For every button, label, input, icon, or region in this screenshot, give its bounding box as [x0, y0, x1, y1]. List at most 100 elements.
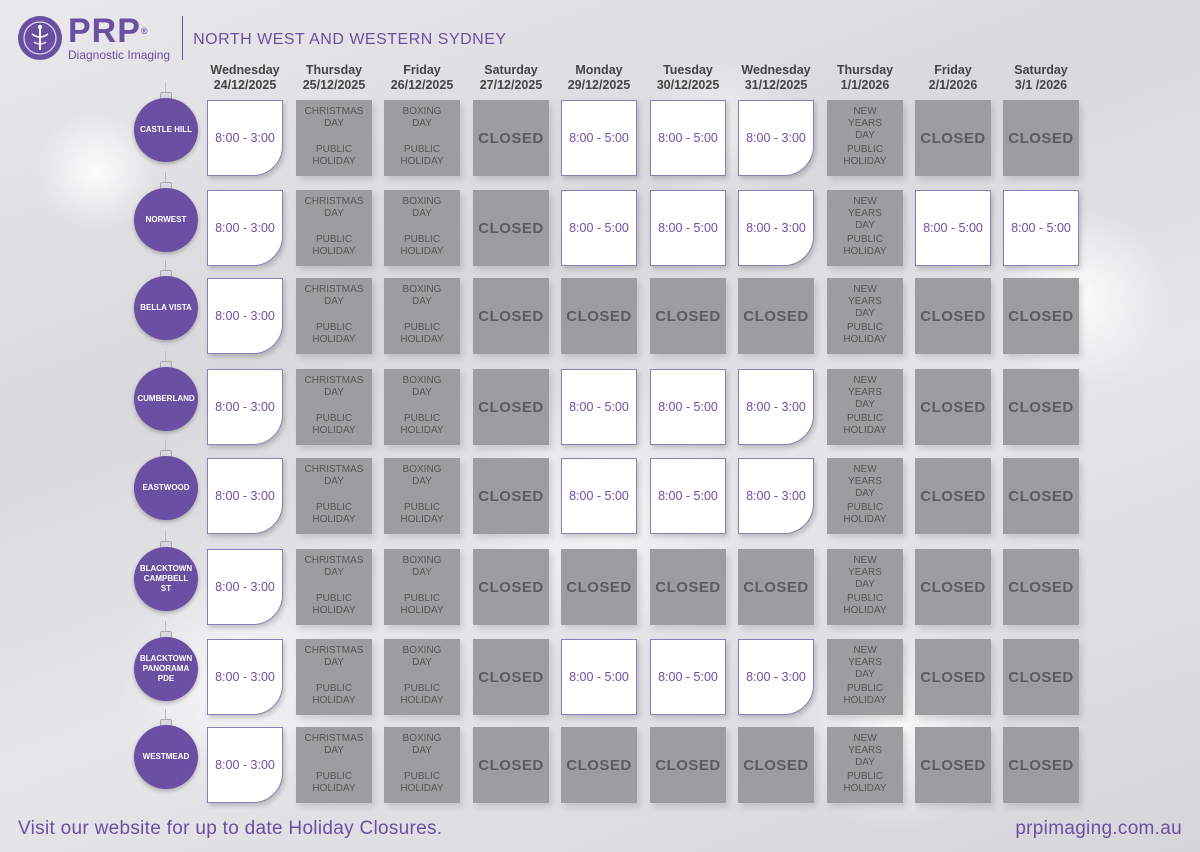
open-hours-cell: 8:00 - 3:00: [207, 278, 283, 354]
closed-cell: CLOSED: [738, 278, 814, 354]
holiday-cell: NEW YEARS DAY PUBLIC HOLIDAY: [827, 190, 903, 266]
day-name: Saturday: [1014, 63, 1068, 77]
holiday-type: PUBLIC HOLIDAY: [843, 683, 887, 706]
day-header: Tuesday 30/12/2025: [648, 63, 728, 93]
open-hours-cell: 8:00 - 3:00: [207, 727, 283, 803]
bauble-string: [165, 440, 166, 452]
holiday-name: CHRISTMAS DAY: [304, 645, 364, 668]
closed-cell: CLOSED: [650, 549, 726, 625]
holiday-type: PUBLIC HOLIDAY: [400, 502, 444, 525]
closed-cell: CLOSED: [473, 278, 549, 354]
holiday-cell: CHRISTMAS DAY PUBLIC HOLIDAY: [296, 100, 372, 176]
holiday-name: NEW YEARS DAY: [848, 555, 882, 590]
footer-note: Visit our website for up to date Holiday…: [18, 818, 443, 839]
open-hours-cell: 8:00 - 5:00: [650, 639, 726, 715]
closed-cell: CLOSED: [650, 278, 726, 354]
bauble-string: [165, 260, 166, 272]
open-hours-cell: 8:00 - 5:00: [561, 458, 637, 534]
holiday-cell: BOXING DAY PUBLIC HOLIDAY: [384, 549, 460, 625]
holiday-name: BOXING DAY: [402, 106, 442, 129]
logo-subtitle: Diagnostic Imaging: [68, 48, 171, 62]
holiday-name: NEW YEARS DAY: [848, 106, 882, 141]
holiday-name: BOXING DAY: [402, 733, 442, 756]
holiday-type: PUBLIC HOLIDAY: [843, 144, 887, 167]
closed-cell: CLOSED: [473, 369, 549, 445]
bauble-string: [165, 351, 166, 363]
closed-cell: CLOSED: [1003, 369, 1079, 445]
holiday-cell: BOXING DAY PUBLIC HOLIDAY: [384, 100, 460, 176]
bauble-string: [165, 531, 166, 543]
website-link[interactable]: prpimaging.com.au: [1015, 818, 1182, 839]
holiday-type: PUBLIC HOLIDAY: [400, 413, 444, 436]
holiday-name: BOXING DAY: [402, 284, 442, 307]
prp-logo-icon: [18, 16, 62, 60]
closed-cell: CLOSED: [650, 727, 726, 803]
holiday-cell: CHRISTMAS DAY PUBLIC HOLIDAY: [296, 190, 372, 266]
day-header: Monday 29/12/2025: [559, 63, 639, 93]
holiday-name: CHRISTMAS DAY: [304, 555, 364, 578]
open-hours-cell: 8:00 - 5:00: [1003, 190, 1079, 266]
open-hours-cell: 8:00 - 3:00: [207, 458, 283, 534]
day-name: Monday: [575, 63, 623, 77]
closed-cell: CLOSED: [561, 278, 637, 354]
holiday-cell: BOXING DAY PUBLIC HOLIDAY: [384, 278, 460, 354]
closed-cell: CLOSED: [473, 458, 549, 534]
day-date: 3/1 /2026: [1014, 78, 1068, 92]
day-header: Thursday 1/1/2026: [825, 63, 905, 93]
holiday-type: PUBLIC HOLIDAY: [843, 413, 887, 436]
open-hours-cell: 8:00 - 5:00: [650, 190, 726, 266]
holiday-cell: CHRISTMAS DAY PUBLIC HOLIDAY: [296, 639, 372, 715]
day-name: Friday: [934, 63, 972, 77]
holiday-name: CHRISTMAS DAY: [304, 196, 364, 219]
holiday-type: PUBLIC HOLIDAY: [843, 502, 887, 525]
open-hours-cell: 8:00 - 5:00: [561, 369, 637, 445]
day-date: 1/1/2026: [840, 78, 890, 92]
holiday-cell: NEW YEARS DAY PUBLIC HOLIDAY: [827, 100, 903, 176]
holiday-type: PUBLIC HOLIDAY: [312, 144, 356, 167]
holiday-cell: BOXING DAY PUBLIC HOLIDAY: [384, 727, 460, 803]
holiday-name: BOXING DAY: [402, 464, 442, 487]
holiday-type: PUBLIC HOLIDAY: [843, 593, 887, 616]
holiday-type: PUBLIC HOLIDAY: [400, 771, 444, 794]
holiday-type: PUBLIC HOLIDAY: [400, 683, 444, 706]
holiday-cell: CHRISTMAS DAY PUBLIC HOLIDAY: [296, 369, 372, 445]
location-name: BLACKTOWN CAMPBELL ST: [134, 547, 198, 611]
day-header: Friday 2/1/2026: [913, 63, 993, 93]
location-name: WESTMEAD: [134, 725, 198, 789]
open-hours-cell: 8:00 - 3:00: [207, 190, 283, 266]
logo-text: PRP® Diagnostic Imaging: [68, 14, 170, 62]
holiday-cell: NEW YEARS DAY PUBLIC HOLIDAY: [827, 727, 903, 803]
holiday-cell: CHRISTMAS DAY PUBLIC HOLIDAY: [296, 458, 372, 534]
holiday-type: PUBLIC HOLIDAY: [843, 771, 887, 794]
open-hours-cell: 8:00 - 3:00: [207, 639, 283, 715]
open-hours-cell: 8:00 - 5:00: [561, 100, 637, 176]
bauble-string: [165, 82, 166, 94]
holiday-name: NEW YEARS DAY: [848, 464, 882, 499]
location-name: NORWEST: [134, 188, 198, 252]
holiday-type: PUBLIC HOLIDAY: [843, 234, 887, 257]
closed-cell: CLOSED: [915, 100, 991, 176]
open-hours-cell: 8:00 - 3:00: [207, 369, 283, 445]
open-hours-cell: 8:00 - 5:00: [561, 639, 637, 715]
day-name: Wednesday: [741, 63, 811, 77]
holiday-type: PUBLIC HOLIDAY: [400, 234, 444, 257]
closed-cell: CLOSED: [915, 458, 991, 534]
closed-cell: CLOSED: [1003, 100, 1079, 176]
closed-cell: CLOSED: [473, 549, 549, 625]
holiday-cell: NEW YEARS DAY PUBLIC HOLIDAY: [827, 369, 903, 445]
closed-cell: CLOSED: [738, 727, 814, 803]
open-hours-cell: 8:00 - 5:00: [561, 190, 637, 266]
closed-cell: CLOSED: [1003, 549, 1079, 625]
open-hours-cell: 8:00 - 3:00: [207, 549, 283, 625]
holiday-type: PUBLIC HOLIDAY: [312, 593, 356, 616]
holiday-type: PUBLIC HOLIDAY: [400, 322, 444, 345]
open-hours-cell: 8:00 - 3:00: [738, 369, 814, 445]
holiday-name: NEW YEARS DAY: [848, 375, 882, 410]
bauble-string: [165, 621, 166, 633]
holiday-type: PUBLIC HOLIDAY: [312, 683, 356, 706]
bauble-string: [165, 709, 166, 721]
closed-cell: CLOSED: [561, 549, 637, 625]
registered-mark: ®: [140, 26, 149, 36]
holiday-type: PUBLIC HOLIDAY: [400, 144, 444, 167]
closed-cell: CLOSED: [915, 549, 991, 625]
